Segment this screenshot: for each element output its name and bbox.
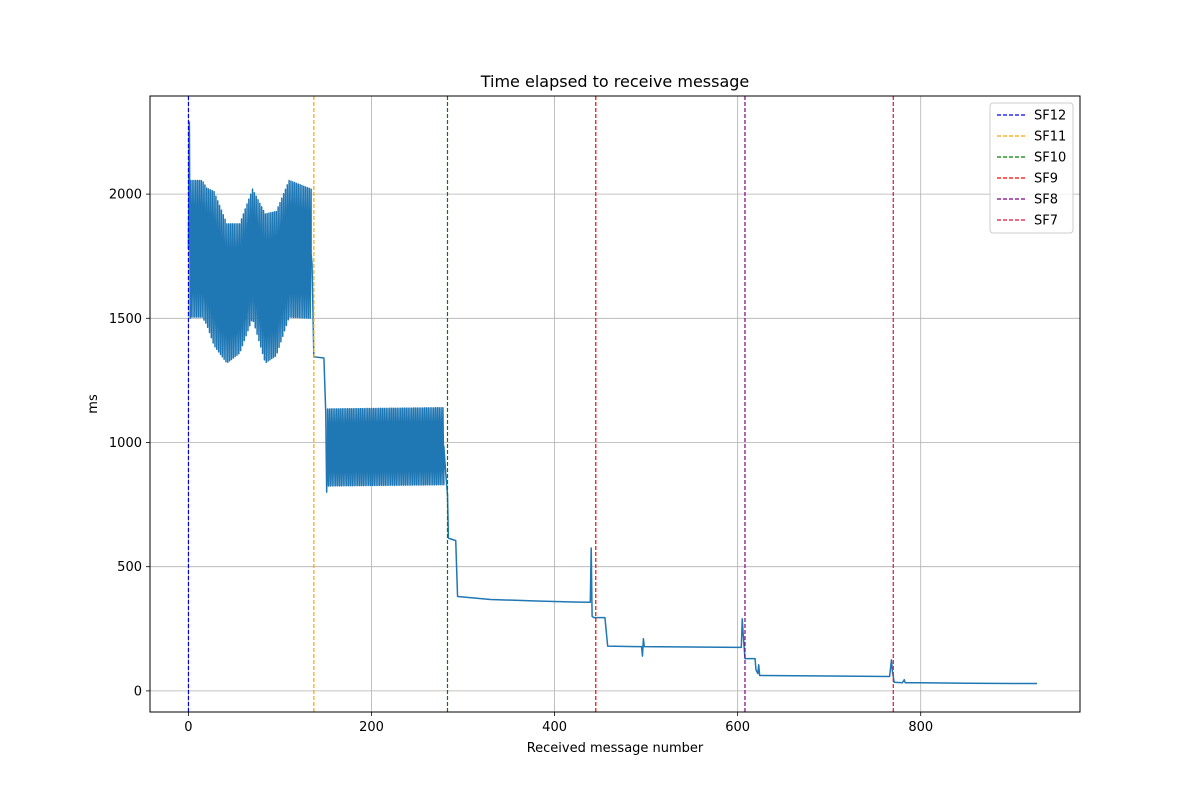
legend-label: SF10 (1034, 151, 1066, 166)
x-tick-label: 600 (725, 720, 750, 735)
series-layer (187, 121, 1037, 685)
series-line (187, 121, 1037, 685)
legend-label: SF9 (1034, 172, 1058, 187)
x-tick-label: 800 (908, 720, 933, 735)
y-tick-label: 2000 (109, 188, 142, 203)
x-tick-label: 400 (542, 720, 567, 735)
legend-label: SF11 (1034, 130, 1066, 145)
x-tick-label: 200 (359, 720, 384, 735)
legend-label: SF7 (1034, 214, 1058, 229)
y-tick-label: 0 (134, 684, 142, 699)
y-tick-label: 1500 (109, 312, 142, 327)
x-tick-label: 0 (184, 720, 192, 735)
y-tick-label: 500 (117, 560, 142, 575)
y-tick-label: 1000 (109, 436, 142, 451)
legend-label: SF8 (1034, 193, 1058, 208)
y-axis-label: ms (86, 394, 101, 414)
ticks: 0 200 400 600 800 0 500 1000 1500 2000 (109, 188, 933, 735)
reference-lines (187, 96, 894, 712)
x-axis-label: Received message number (527, 741, 704, 756)
plot-frame (149, 95, 1081, 713)
chart-title: Time elapsed to receive message (480, 72, 750, 91)
grid (150, 96, 1080, 712)
legend-label: SF12 (1034, 109, 1066, 124)
legend: SF12 SF11 SF10 SF9 SF8 SF7 (989, 102, 1074, 234)
